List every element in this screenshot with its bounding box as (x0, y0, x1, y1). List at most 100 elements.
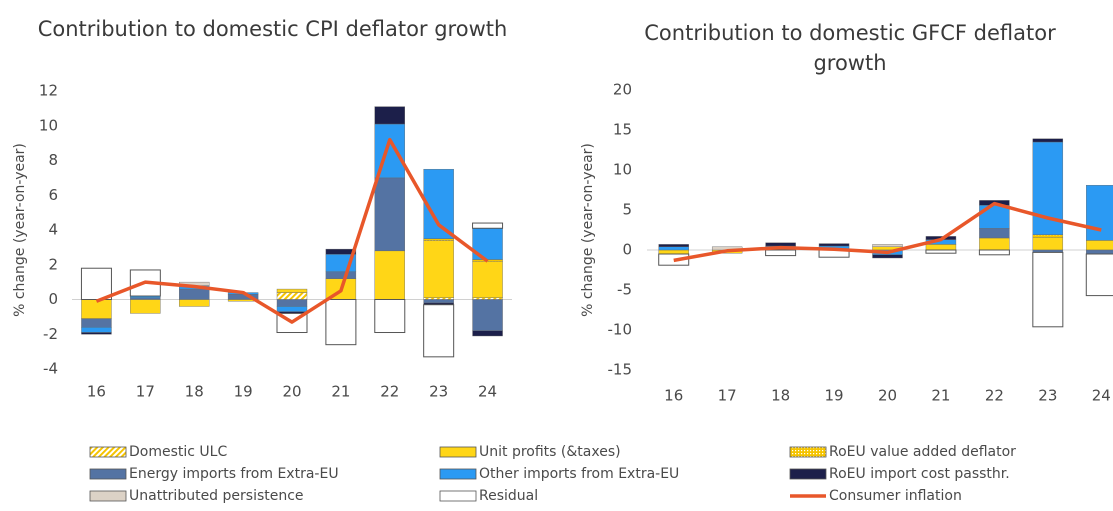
bar-segment (423, 299, 454, 304)
bar-segment (276, 288, 308, 293)
y-tick-label: 0 (622, 241, 632, 259)
y-tick-label: 0 (48, 290, 58, 308)
y-tick-label: 10 (39, 116, 58, 134)
legend: Domestic ULC Unit profits (&taxes) RoEU va… (89, 444, 1016, 504)
legend-swatch (89, 446, 127, 458)
x-tick-label: 17 (136, 383, 155, 401)
line (673, 201, 1102, 263)
bar-segment (979, 237, 1010, 251)
bar-segment (423, 240, 454, 298)
y-axis-title: % change (year-on-year) (12, 143, 28, 317)
bar-segment (374, 250, 405, 300)
bar-segment (925, 249, 957, 254)
x-tick-label: 24 (478, 383, 497, 401)
bar-segment (374, 299, 406, 334)
legend-label: Unit profits (&taxes) (479, 444, 621, 460)
bar-segment (472, 261, 503, 298)
legend-label: Other imports from Extra-EU (479, 466, 679, 482)
bar-segment (423, 297, 454, 300)
chart-title: Contribution to domestic GFCF deflator g… (644, 21, 1056, 75)
x-tick-label: 20 (282, 383, 301, 401)
y-tick-label: 6 (48, 186, 58, 204)
bar-segment (130, 299, 161, 314)
legend-label: Consumer inflation (829, 488, 962, 504)
x-tick-label: 22 (380, 383, 399, 401)
y-tick-label: 5 (622, 201, 632, 219)
y-axis-title: % change (year-on-year) (580, 143, 596, 317)
bar-segment (765, 242, 796, 247)
bar-segment (81, 327, 112, 333)
legend-label: RoEU value added deflator (829, 444, 1016, 460)
bar-segment (276, 292, 308, 300)
bar-segment (978, 249, 1010, 256)
legend-swatch (789, 446, 827, 458)
bar-segment (130, 297, 161, 300)
bar-segment (658, 244, 689, 247)
y-tick-label: 15 (613, 121, 632, 139)
y-tick-label: 20 (613, 81, 632, 99)
x-tick-label: 19 (825, 387, 844, 405)
legend-label: Residual (479, 488, 538, 504)
bar-segment (179, 299, 210, 307)
legend-swatch (439, 490, 477, 502)
x-tick-label: 20 (878, 387, 897, 405)
bar-segment (1086, 249, 1113, 255)
y-tick-label: 2 (48, 255, 58, 273)
bar-segment (1032, 251, 1064, 328)
legend-label: Energy imports from Extra-EU (129, 466, 339, 482)
bar-segment (81, 299, 112, 319)
chart-title: Contribution to domestic CPI deflator gr… (37, 17, 508, 41)
x-tick-label: 18 (771, 387, 790, 405)
x-tick-label: 23 (1038, 387, 1057, 405)
x-tick-label: 21 (931, 387, 950, 405)
bar-segment (1086, 240, 1113, 251)
bar-segment (374, 106, 405, 125)
y-tick-label: -15 (608, 361, 633, 379)
x-tick-label: 24 (1092, 387, 1111, 405)
bar-segment (81, 332, 112, 335)
legend-label: Unattributed persistence (129, 488, 304, 504)
legend-label: RoEU import cost passthr. (829, 466, 1010, 482)
bar-segment (1085, 253, 1113, 297)
legend-swatch (89, 468, 127, 480)
line (95, 137, 489, 324)
bar-segment (276, 299, 308, 307)
bar-segment (325, 248, 357, 255)
legend-label: Domestic ULC (129, 444, 227, 460)
bar-segment (1032, 138, 1064, 143)
x-tick-label: 21 (331, 383, 350, 401)
bar-segment (472, 297, 503, 300)
bar-segment (80, 267, 112, 301)
bar-segment (765, 249, 797, 257)
x-tick-label: 16 (87, 383, 106, 401)
bar-segment (423, 238, 454, 241)
y-tick-label: 8 (48, 151, 58, 169)
bar-segment (374, 177, 405, 252)
bar-segment (925, 244, 957, 251)
y-tick-label: -5 (617, 281, 632, 299)
x-tick-label: 17 (718, 387, 737, 405)
bar-segment (276, 306, 308, 312)
bar-segment (472, 330, 503, 337)
bar-segment (872, 254, 903, 259)
bar-segment (325, 271, 357, 279)
legend-swatch (439, 468, 477, 480)
bar-segment (818, 243, 850, 247)
y-tick-label: -2 (43, 325, 58, 343)
y-tick-label: 10 (613, 161, 632, 179)
y-tick-label: -10 (608, 321, 633, 339)
x-tick-label: 22 (985, 387, 1004, 405)
bar-segment (325, 299, 357, 346)
y-tick-label: 12 (39, 82, 58, 100)
bar-segment (872, 244, 903, 247)
bar-segment (979, 228, 1010, 239)
bar-segment (658, 249, 689, 255)
bar-segment (472, 222, 504, 229)
bar-segment (1032, 234, 1064, 238)
bar-segment (472, 299, 503, 331)
x-tick-label: 18 (185, 383, 204, 401)
legend-swatch (89, 490, 127, 502)
bar-segment (81, 318, 112, 328)
